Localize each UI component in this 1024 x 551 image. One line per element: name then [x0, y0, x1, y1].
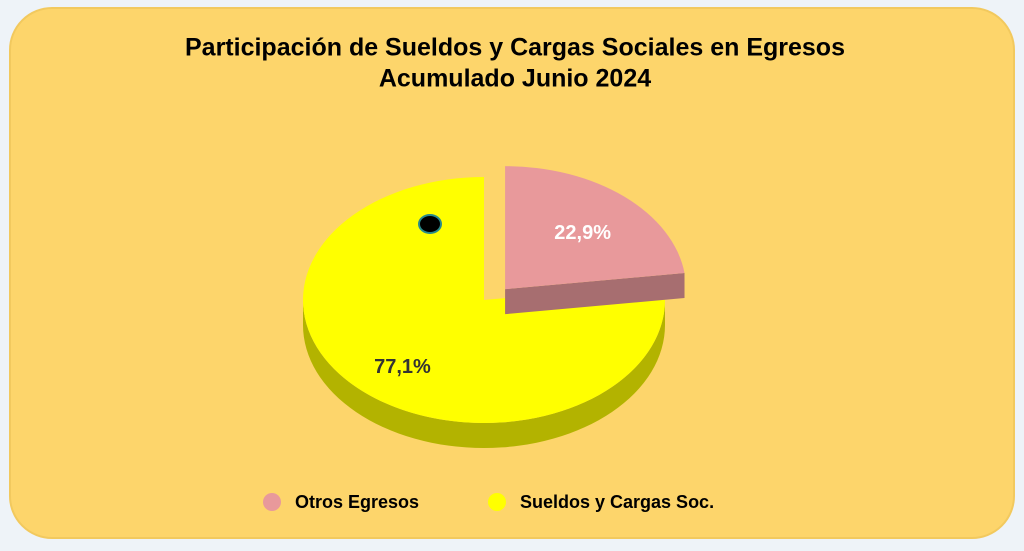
pie: 22,9% 77,1%	[303, 166, 685, 448]
slice-group	[303, 177, 665, 448]
slice-side	[303, 300, 665, 448]
decoration-dot	[418, 214, 442, 234]
slice	[505, 166, 685, 290]
legend-swatch	[488, 493, 506, 511]
legend-swatch	[263, 493, 281, 511]
slice-group	[505, 166, 685, 315]
slice-wall	[505, 272, 685, 315]
data-label: 22,9%	[554, 222, 611, 244]
legend-label: Sueldos y Cargas Soc.	[520, 492, 714, 512]
data-label: 77,1%	[374, 356, 431, 378]
chart-subtitle: Acumulado Junio 2024	[379, 65, 651, 93]
slice	[303, 177, 665, 423]
chart-title: Participación de Sueldos y Cargas Social…	[185, 34, 845, 62]
legend-label: Otros Egresos	[295, 492, 419, 512]
legend: Otros Egresos Sueldos y Cargas Soc.	[263, 492, 714, 512]
